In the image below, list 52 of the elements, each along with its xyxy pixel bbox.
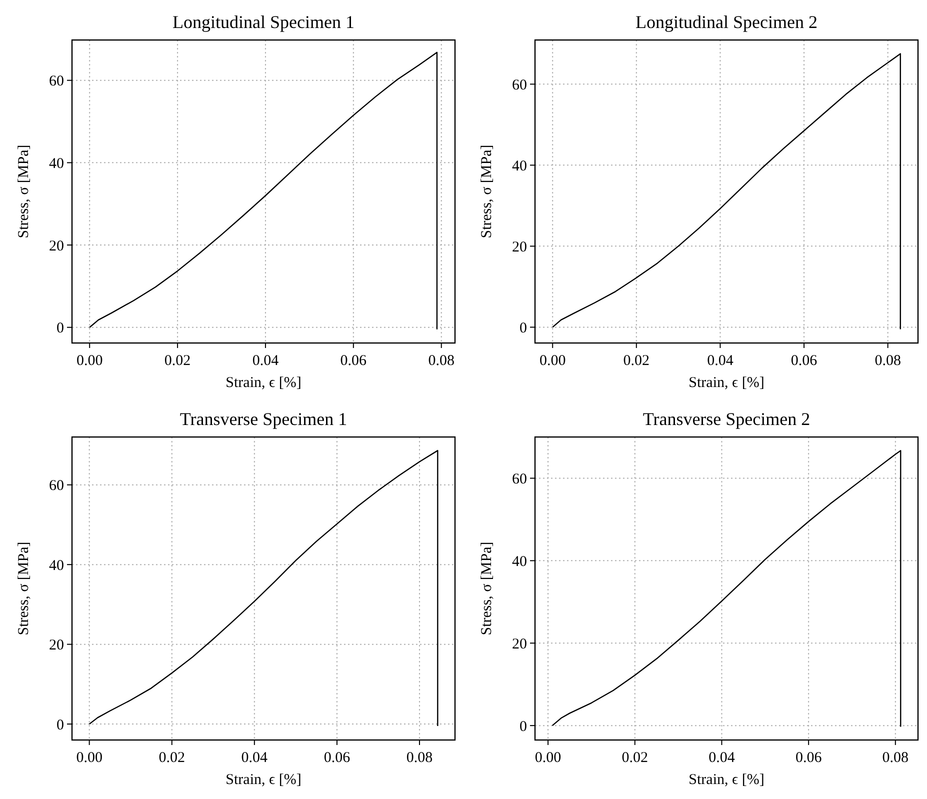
x-tick-label: 0.00 (76, 750, 102, 766)
line-series (88, 52, 438, 330)
x-tick-label: 0.00 (534, 750, 562, 766)
y-tick-label: 60 (49, 74, 64, 90)
line-series (552, 53, 901, 330)
x-tick-label: 0.06 (795, 750, 822, 766)
y-tick-label: 0 (56, 717, 64, 734)
x-tick-label: 0.02 (164, 353, 191, 369)
line-series (552, 450, 902, 728)
y-tick-label: 20 (49, 238, 64, 254)
y-tick-label: 40 (49, 558, 64, 574)
y-tick-label: 0 (56, 320, 64, 337)
x-axis-title: Strain, ϵ [%] (688, 772, 764, 788)
x-tick-label: 0.08 (882, 750, 909, 766)
x-tick-label: 0.04 (707, 353, 734, 369)
y-tick-label: 20 (49, 638, 64, 654)
chart-title: Transverse Specimen 2 (642, 409, 810, 429)
chart-title: Transverse Specimen 1 (180, 409, 348, 429)
y-tick-label: 20 (512, 636, 527, 652)
x-tick-label: 0.04 (241, 750, 268, 766)
y-tick-label: 40 (49, 156, 64, 172)
x-tick-label: 0.02 (158, 750, 185, 766)
x-tick-label: 0.08 (406, 750, 433, 766)
line-series (88, 450, 438, 727)
x-tick-label: 0.04 (708, 750, 736, 766)
y-tick-label: 0 (520, 718, 527, 735)
chart-title: Longitudinal Specimen 1 (172, 12, 354, 32)
x-axis-title: Strain, ϵ [%] (226, 375, 302, 391)
y-axis-title: Stress, σ [MPa] (16, 542, 32, 636)
x-tick-label: 0.06 (340, 353, 368, 369)
x-tick-label: 0.08 (428, 353, 454, 369)
x-tick-label: 0.06 (790, 353, 818, 369)
x-tick-label: 0.00 (76, 353, 103, 369)
y-tick-label: 20 (512, 239, 527, 256)
y-tick-label: 60 (512, 471, 527, 488)
y-tick-label: 60 (49, 478, 64, 494)
y-axis-title: Stress, σ [MPa] (16, 144, 32, 238)
x-axis-title: Strain, ϵ [%] (688, 375, 764, 391)
y-axis-title: Stress, σ [MPa] (479, 144, 495, 238)
y-tick-label: 60 (512, 77, 527, 94)
x-tick-label: 0.04 (252, 353, 280, 369)
x-axis-title: Strain, ϵ [%] (226, 772, 302, 788)
x-tick-label: 0.02 (623, 353, 650, 369)
y-tick-label: 40 (512, 554, 527, 570)
y-axis-title: Stress, σ [MPa] (479, 542, 495, 636)
x-tick-label: 0.00 (539, 353, 566, 369)
chart-title: Longitudinal Specimen 2 (636, 12, 818, 32)
y-tick-label: 40 (512, 158, 527, 174)
y-tick-label: 0 (520, 320, 527, 336)
x-tick-label: 0.02 (622, 750, 648, 766)
x-tick-label: 0.08 (874, 353, 901, 369)
x-tick-label: 0.06 (324, 750, 351, 766)
